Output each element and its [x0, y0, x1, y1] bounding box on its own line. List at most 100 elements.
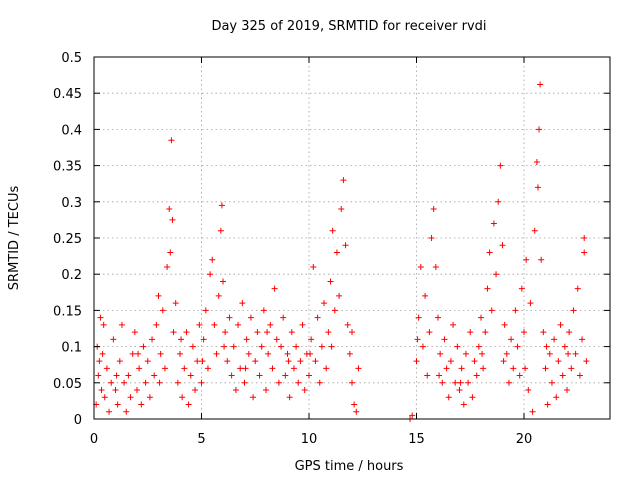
x-tick-label: 0 [90, 432, 98, 447]
data-point [465, 379, 472, 386]
y-tick-label: 0 [74, 413, 82, 428]
data-point [439, 379, 446, 386]
data-points [93, 81, 590, 422]
data-point [432, 263, 439, 270]
data-point [116, 358, 123, 365]
data-point [514, 343, 521, 350]
x-tick-label: 5 [197, 432, 205, 447]
data-point [548, 379, 555, 386]
data-point [149, 336, 156, 343]
data-point [252, 358, 259, 365]
data-point [299, 321, 306, 328]
x-tick-label: 20 [516, 432, 533, 447]
data-point [96, 358, 103, 365]
data-point [135, 350, 142, 357]
data-point [110, 336, 117, 343]
data-point [424, 372, 431, 379]
data-point [488, 307, 495, 314]
data-point [467, 329, 474, 336]
data-point [179, 394, 186, 401]
data-point [436, 372, 443, 379]
data-point [435, 314, 441, 321]
data-point [168, 137, 175, 144]
data-point [445, 394, 452, 401]
data-point [333, 249, 340, 256]
data-point [297, 358, 304, 365]
data-point [221, 343, 228, 350]
data-point [559, 372, 566, 379]
data-point [452, 379, 459, 386]
data-point [161, 365, 168, 372]
data-point [338, 206, 345, 213]
data-point [228, 372, 235, 379]
data-point [98, 387, 105, 394]
data-point [166, 206, 173, 213]
data-point [409, 412, 416, 419]
data-point [194, 358, 201, 365]
data-point [495, 198, 502, 205]
data-point [447, 358, 454, 365]
data-point [187, 372, 194, 379]
y-tick-label: 0.25 [53, 232, 82, 247]
data-point [505, 379, 512, 386]
data-point [529, 408, 536, 415]
data-point [325, 329, 332, 336]
data-point [245, 350, 252, 357]
data-point [413, 358, 420, 365]
data-point [198, 379, 205, 386]
data-point [462, 350, 469, 357]
grid-lines [94, 57, 610, 419]
data-point [239, 300, 246, 307]
data-point [479, 350, 486, 357]
data-point [480, 365, 487, 372]
data-point [159, 307, 166, 314]
data-point [181, 365, 188, 372]
data-point [220, 278, 226, 285]
data-point [264, 329, 271, 336]
data-point [512, 307, 519, 314]
data-point [457, 379, 464, 386]
y-tick-label: 0.2 [61, 268, 82, 283]
data-point [551, 336, 558, 343]
data-point [428, 235, 435, 241]
data-point [260, 307, 267, 314]
data-point [100, 321, 107, 328]
data-point [349, 379, 355, 386]
data-point [199, 358, 206, 365]
data-point [344, 321, 351, 328]
y-tick-label: 0.5 [61, 51, 82, 66]
data-point [527, 300, 534, 307]
data-point [475, 343, 482, 350]
data-point [503, 350, 510, 357]
y-tick-label: 0.15 [53, 304, 82, 319]
data-point [174, 379, 181, 386]
data-point [557, 321, 564, 328]
data-point [230, 343, 237, 350]
data-point [146, 394, 153, 401]
data-point [510, 365, 517, 372]
data-point [196, 321, 203, 328]
y-tick-label: 0.3 [61, 196, 82, 211]
data-point [169, 216, 176, 223]
data-point [430, 206, 437, 213]
data-point [241, 379, 248, 386]
data-point [153, 321, 160, 328]
y-tick-label: 0.4 [61, 123, 82, 138]
data-point [471, 358, 478, 365]
data-point [553, 394, 560, 401]
data-point [484, 285, 491, 292]
data-point [118, 321, 125, 328]
data-point [458, 365, 465, 372]
data-point [226, 314, 233, 321]
data-point [312, 358, 319, 365]
data-point [127, 394, 134, 401]
data-point [250, 394, 257, 401]
data-point [534, 184, 541, 191]
data-point [581, 249, 588, 256]
data-point [564, 387, 570, 394]
data-point [328, 343, 335, 350]
data-point [164, 263, 171, 270]
data-point [222, 329, 229, 336]
data-point [140, 343, 147, 350]
data-point [265, 350, 272, 357]
